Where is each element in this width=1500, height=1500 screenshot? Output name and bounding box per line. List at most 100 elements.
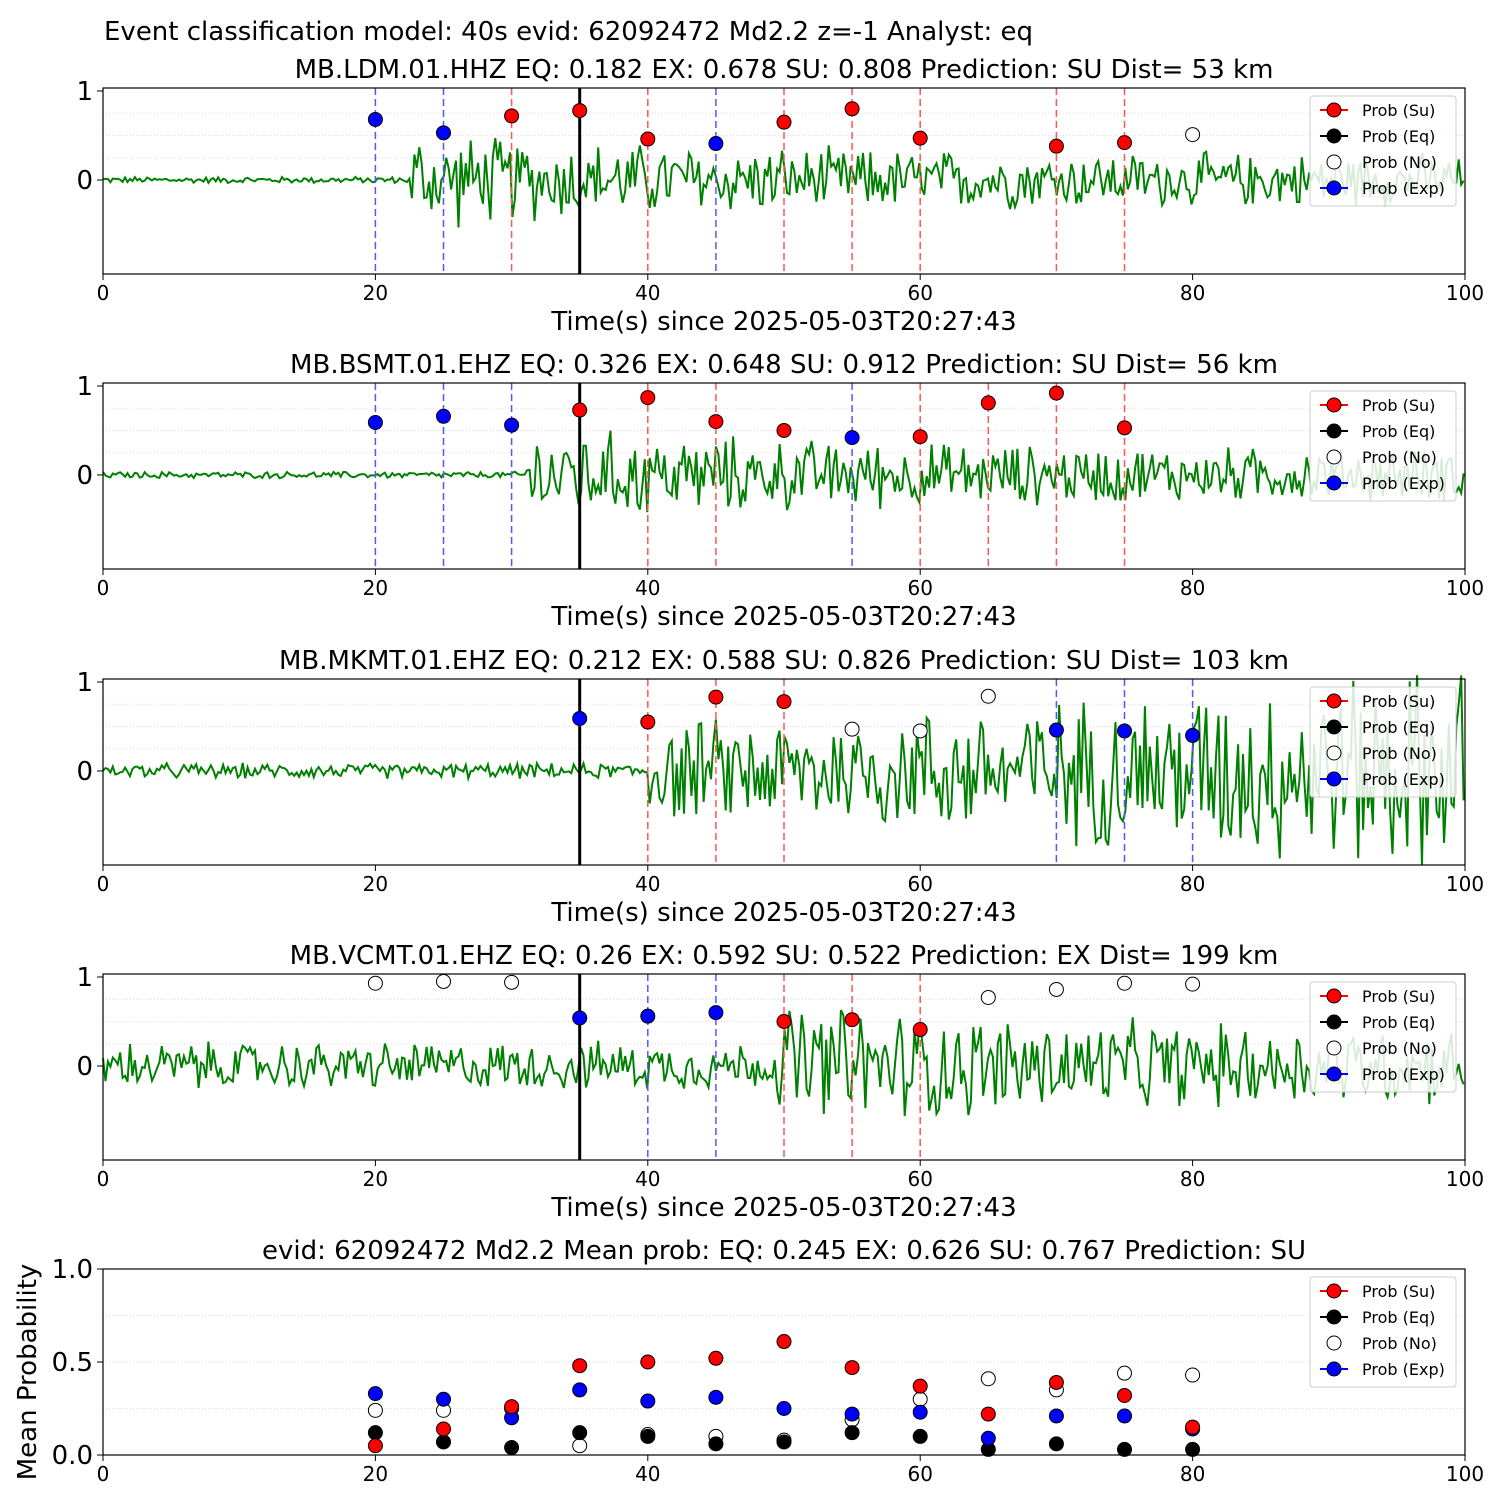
panel-title: MB.MKMT.01.EHZ EQ: 0.212 EX: 0.588 SU: 0…: [279, 646, 1289, 676]
mean-point-no: [980, 1371, 996, 1387]
mean-point-eq: [572, 1425, 588, 1441]
x-axis-label: Time(s) since 2025-05-03T20:27:43: [550, 1193, 1016, 1223]
prob-point-su: [1048, 385, 1064, 401]
mean-point-eq: [1117, 1441, 1132, 1457]
legend-label-exp: Prob (Exp): [1362, 474, 1445, 493]
y-tick-label: 0.0: [52, 1441, 93, 1471]
legend-label-su: Prob (Su): [1362, 1282, 1435, 1301]
x-tick-label: 100: [1446, 1462, 1484, 1486]
legend-label-no: Prob (No): [1362, 448, 1437, 467]
x-tick-label: 40: [635, 1462, 660, 1486]
mean-point-su: [436, 1421, 451, 1437]
legend-marker-eq: [1326, 128, 1342, 144]
legend-label-eq: Prob (Eq): [1362, 1308, 1435, 1327]
y-tick-label: 0.5: [52, 1348, 93, 1378]
prob-point-su: [776, 1014, 792, 1029]
legend-label-eq: Prob (Eq): [1362, 718, 1435, 737]
legend-label-su: Prob (Su): [1362, 396, 1435, 415]
x-tick-label: 60: [907, 576, 932, 600]
legend-box: [1309, 95, 1457, 207]
mean-point-su: [980, 1406, 996, 1422]
x-tick-label: 0: [97, 281, 110, 305]
x-tick-label: 80: [1180, 576, 1205, 600]
x-tick-label: 0: [97, 1167, 110, 1191]
prob-point-exp: [436, 408, 451, 424]
legend-marker-eq: [1326, 1014, 1342, 1030]
legend-box: [1309, 390, 1457, 502]
prob-point-no: [844, 721, 860, 737]
x-tick-label: 40: [635, 576, 660, 600]
legend-marker-su: [1326, 988, 1342, 1004]
legend-marker-no: [1326, 154, 1342, 170]
legend-marker-su: [1326, 102, 1342, 118]
x-tick-label: 100: [1446, 576, 1484, 600]
x-tick-label: 100: [1446, 1167, 1484, 1191]
prob-point-exp: [367, 111, 383, 127]
panel-4: MB.VCMT.01.EHZ EQ: 0.26 EX: 0.592 SU: 0.…: [76, 941, 1484, 1223]
mean-point-exp: [1117, 1408, 1132, 1424]
legend-marker-exp: [1326, 1066, 1342, 1082]
mean-point-eq: [912, 1428, 928, 1444]
legend-label-su: Prob (Su): [1362, 987, 1435, 1006]
prob-point-no: [367, 975, 383, 991]
mean-point-su: [776, 1334, 792, 1350]
legend-label-no: Prob (No): [1362, 744, 1437, 763]
legend-marker-no: [1326, 449, 1342, 465]
prob-point-no: [1117, 975, 1132, 991]
mean-point-no: [367, 1402, 383, 1418]
y-tick-label: 1.0: [52, 1255, 93, 1285]
mean-point-exp: [367, 1386, 383, 1402]
x-tick-label: 20: [363, 872, 388, 896]
prob-point-su: [1117, 420, 1132, 436]
mean-point-no: [1185, 1367, 1201, 1383]
x-tick-label: 40: [635, 281, 660, 305]
mean-point-exp: [436, 1391, 451, 1407]
panel-3: MB.MKMT.01.EHZ EQ: 0.212 EX: 0.588 SU: 0…: [76, 646, 1484, 928]
prob-point-no: [504, 974, 520, 990]
prob-point-su: [776, 694, 792, 710]
mean-point-eq: [776, 1434, 792, 1450]
x-axis-label: Time(s) since 2025-05-03T20:27:43: [550, 898, 1016, 928]
x-tick-label: 60: [907, 281, 932, 305]
legend-label-eq: Prob (Eq): [1362, 422, 1435, 441]
prob-point-su: [1048, 138, 1064, 154]
legend-marker-eq: [1326, 1309, 1342, 1325]
prob-point-su: [572, 402, 588, 418]
x-tick-label: 20: [363, 1462, 388, 1486]
x-tick-label: 60: [907, 1462, 932, 1486]
x-tick-label: 80: [1180, 1462, 1205, 1486]
plot-frame: [102, 973, 1466, 1161]
mean-point-su: [1185, 1419, 1201, 1435]
legend-label-exp: Prob (Exp): [1362, 770, 1445, 789]
legend-label-exp: Prob (Exp): [1362, 179, 1445, 198]
y-tick-label: 1: [76, 668, 93, 698]
prob-point-exp: [504, 417, 520, 433]
legend-marker-su: [1326, 1283, 1342, 1299]
legend-label-no: Prob (No): [1362, 1334, 1437, 1353]
prob-point-su: [708, 414, 724, 430]
prob-point-exp: [572, 1010, 588, 1026]
panel-2: MB.BSMT.01.EHZ EQ: 0.326 EX: 0.648 SU: 0…: [76, 350, 1484, 632]
x-tick-label: 20: [363, 1167, 388, 1191]
mean-point-su: [1048, 1374, 1064, 1390]
mean-point-exp: [1048, 1408, 1064, 1424]
mean-point-eq: [708, 1436, 724, 1452]
mean-point-eq: [504, 1440, 520, 1456]
legend-box: [1309, 686, 1457, 798]
prob-point-su: [912, 429, 928, 445]
mean-point-no: [912, 1391, 928, 1407]
prob-point-exp: [1048, 722, 1064, 738]
x-tick-label: 40: [635, 872, 660, 896]
prob-point-no: [1185, 976, 1201, 992]
y-tick-label: 1: [76, 372, 93, 402]
legend-label-eq: Prob (Eq): [1362, 127, 1435, 146]
prob-point-exp: [436, 125, 451, 141]
prob-point-exp: [1185, 727, 1201, 743]
prob-point-no: [1185, 127, 1201, 143]
legend-box: [1309, 981, 1457, 1093]
prob-point-exp: [708, 1005, 724, 1021]
x-axis-label: Time(s) since 2025-05-03T20:27:43: [550, 307, 1016, 337]
legend-marker-eq: [1326, 719, 1342, 735]
panel-title: MB.LDM.01.HHZ EQ: 0.182 EX: 0.678 SU: 0.…: [295, 55, 1274, 85]
